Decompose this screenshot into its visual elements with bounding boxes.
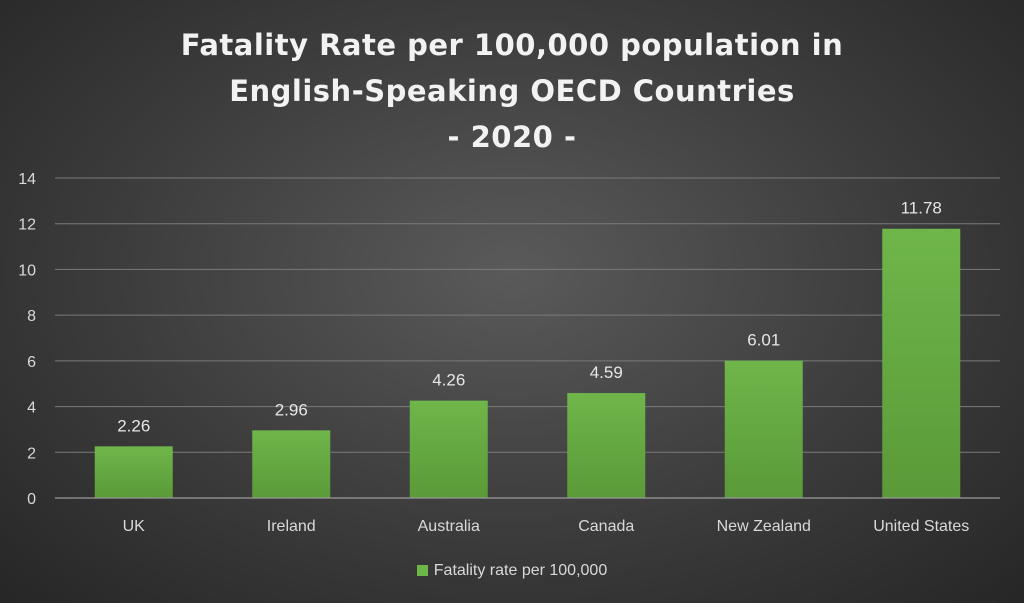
legend-swatch [416,565,428,576]
chart-legend: Fatality rate per 100,000 [0,562,1024,580]
bar [252,430,331,498]
data-label: 4.59 [590,363,623,382]
y-tick-label: 10 [18,262,36,279]
legend-label: Fatality rate per 100,000 [433,562,608,579]
chart-title-line-2: English-Speaking OECD Countries [229,74,795,108]
y-tick-label: 2 [27,445,36,462]
y-tick-label: 14 [18,171,36,188]
bar [882,228,961,498]
x-tick-label: UK [123,518,146,535]
data-label: 4.26 [432,371,465,390]
bar [409,400,488,498]
y-tick-label: 0 [27,491,36,508]
y-tick-label: 12 [18,217,36,234]
data-label: 6.01 [747,331,780,350]
data-label: 11.78 [901,199,942,218]
data-label: 2.96 [275,400,308,419]
y-tick-label: 8 [27,308,36,325]
x-tick-label: New Zealand [717,518,811,535]
chart-title: Fatality Rate per 100,000 population in … [0,22,1024,160]
chart-title-line-1: Fatality Rate per 100,000 population in [180,28,844,62]
bar [94,446,173,498]
x-tick-label: Ireland [267,518,316,535]
data-label: 2.26 [117,416,150,435]
y-tick-label: 4 [27,400,36,417]
bar [567,393,646,498]
x-tick-label: United States [873,518,969,535]
x-tick-label: Canada [578,518,634,535]
chart-title-line-3: - 2020 - [447,120,577,154]
x-tick-label: Australia [418,518,480,535]
y-tick-label: 6 [27,354,36,371]
bar [724,360,803,498]
